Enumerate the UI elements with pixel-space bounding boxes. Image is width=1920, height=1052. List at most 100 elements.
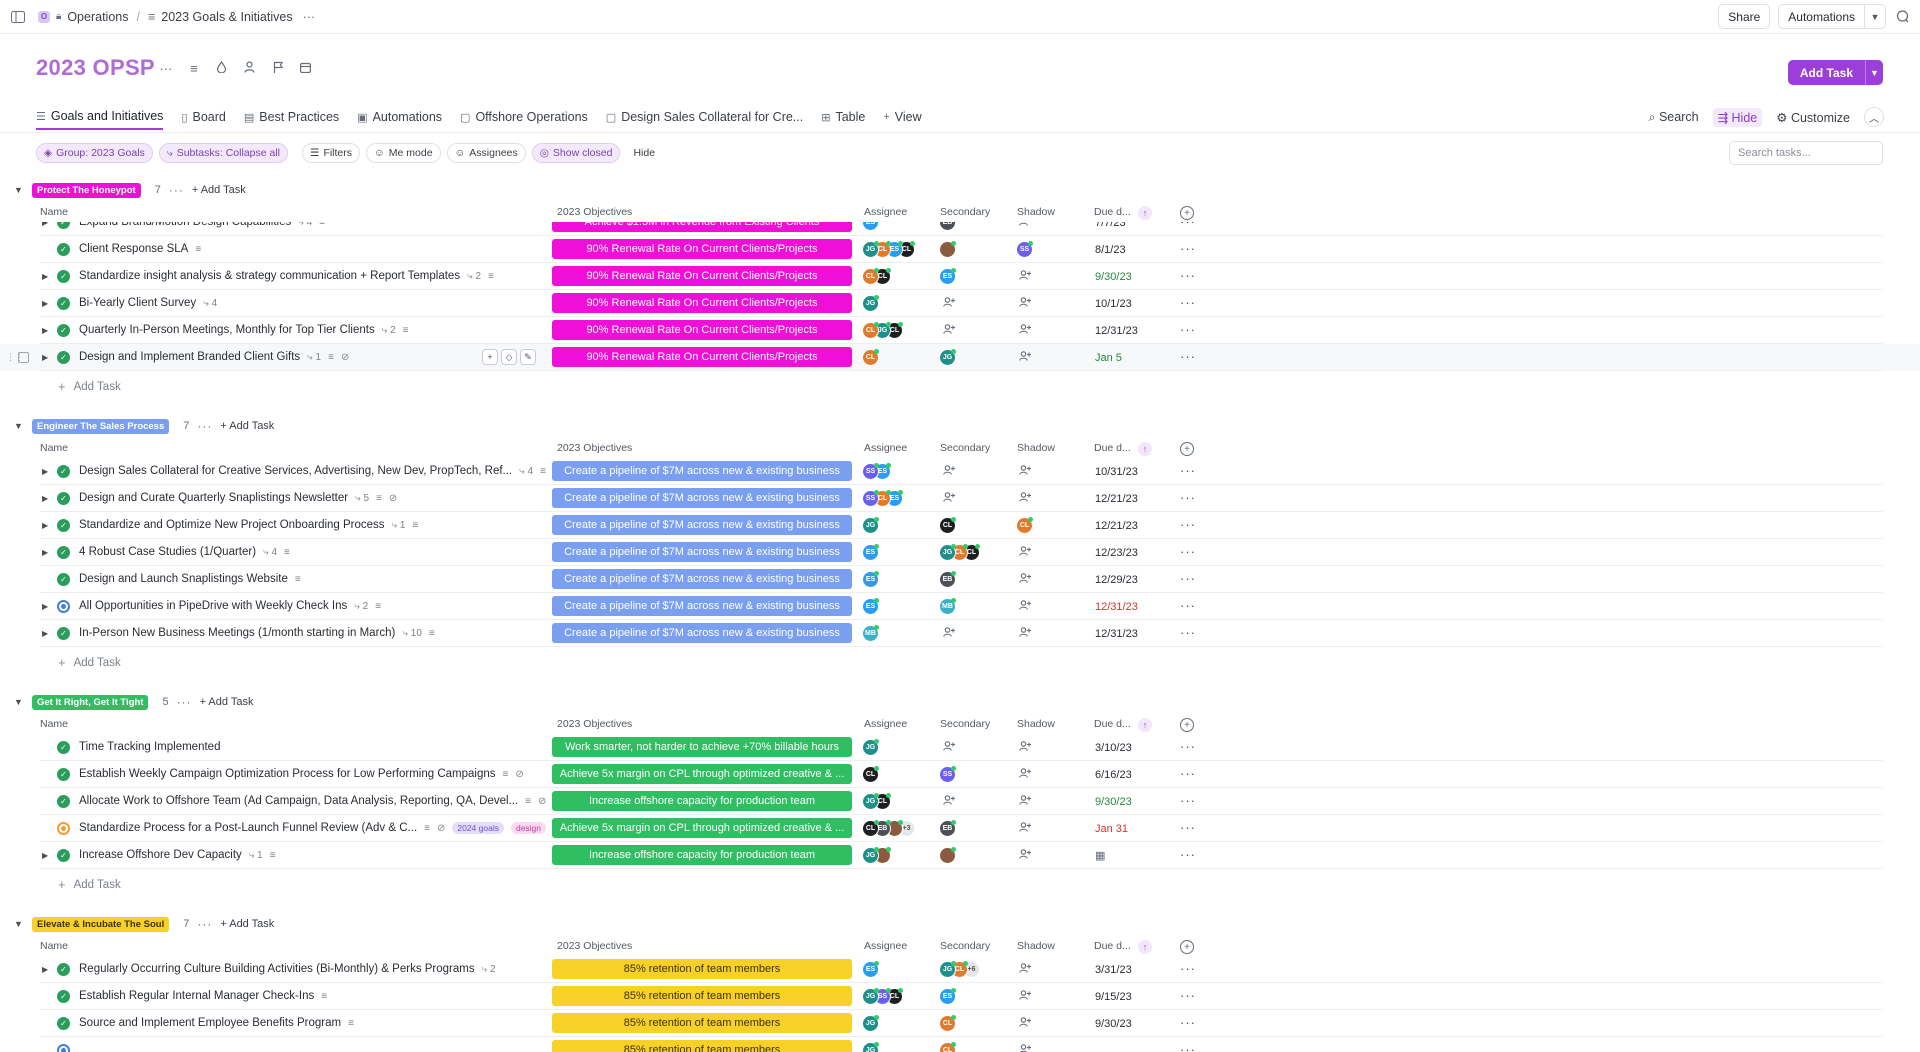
tag-2024-goals[interactable]: 2024 goals: [452, 822, 504, 834]
assignees-button[interactable]: ☺ Assignees: [446, 143, 526, 163]
add-person-icon[interactable]: [1019, 222, 1031, 229]
task-name[interactable]: In-Person New Business Meetings (1/month…: [79, 627, 435, 639]
status-icon[interactable]: [57, 1044, 70, 1052]
avatar[interactable]: CL: [939, 517, 956, 534]
task-title[interactable]: Establish Weekly Campaign Optimization P…: [79, 768, 496, 780]
objective-pill[interactable]: 90% Renewal Rate On Current Clients/Proj…: [552, 293, 852, 313]
sort-arrow-icon[interactable]: ↑: [1138, 940, 1152, 954]
expand-icon[interactable]: ▶: [42, 629, 49, 638]
objective-pill[interactable]: Increase offshore capacity for productio…: [552, 845, 852, 865]
table-row[interactable]: 85% retention of team members JG CL ···: [0, 1037, 1920, 1052]
avatar[interactable]: JG: [862, 847, 879, 864]
more-icon[interactable]: ···: [1180, 739, 1196, 754]
task-title[interactable]: Design and Launch Snaplistings Website: [79, 573, 288, 585]
task-name[interactable]: Client Response SLA ≡: [79, 243, 201, 255]
due-date[interactable]: 12/31/23: [1095, 628, 1138, 640]
objective-pill[interactable]: Achieve 5x margin on CPL through optimiz…: [552, 818, 852, 838]
avatar[interactable]: EB: [939, 222, 956, 231]
avatar[interactable]: ES: [862, 222, 879, 231]
avatar[interactable]: ES: [862, 544, 879, 561]
calendar-icon[interactable]: [299, 61, 313, 76]
status-icon[interactable]: ✓: [57, 297, 70, 310]
add-person-icon[interactable]: [1019, 546, 1031, 559]
add-task-row[interactable]: + Add Task: [58, 877, 121, 892]
group-add-task-button[interactable]: + Add Task: [191, 184, 246, 196]
add-person-icon[interactable]: [943, 795, 955, 808]
objective-pill[interactable]: Create a pipeline of $7M across new & ex…: [552, 515, 852, 535]
add-column-icon[interactable]: +: [1180, 442, 1194, 456]
objective-pill[interactable]: 90% Renewal Rate On Current Clients/Proj…: [552, 347, 852, 367]
due-date[interactable]: 9/30/23: [1095, 1018, 1132, 1030]
task-name[interactable]: Expand Brand/Motion Design Capabilities ⤷…: [79, 222, 325, 228]
table-row[interactable]: ✓ Establish Weekly Campaign Optimization …: [0, 761, 1920, 788]
column-shadow[interactable]: Shadow: [1017, 442, 1055, 454]
add-person-icon[interactable]: [1019, 768, 1031, 781]
due-date[interactable]: 9/15/23: [1095, 991, 1132, 1003]
task-name[interactable]: Regularly Occurring Culture Building Act…: [79, 963, 496, 975]
expand-icon[interactable]: ▶: [42, 299, 49, 308]
subtask-count[interactable]: ⤷ 2: [354, 600, 369, 612]
due-date[interactable]: 9/30/23: [1095, 271, 1132, 283]
expand-icon[interactable]: ▶: [42, 851, 49, 860]
caret-down-icon[interactable]: ▼: [14, 185, 23, 195]
subtask-count[interactable]: ⤷ 4: [203, 297, 218, 309]
task-title[interactable]: Establish Regular Internal Manager Check…: [79, 990, 315, 1002]
table-row[interactable]: ⋮⋮ ▶ ✓ Design and Implement Branded Client …: [0, 344, 1920, 371]
subtask-count[interactable]: ⤷ 1: [307, 351, 322, 363]
more-icon[interactable]: ···: [1180, 1042, 1196, 1052]
add-task-label[interactable]: Add Task: [1799, 65, 1853, 80]
status-icon[interactable]: ✓: [57, 990, 70, 1003]
table-row[interactable]: ✓ Allocate Work to Offshore Team (Ad Camp…: [0, 788, 1920, 815]
group-badge[interactable]: Engineer The Sales Process: [32, 418, 170, 434]
objective-pill[interactable]: Create a pipeline of $7M across new & ex…: [552, 488, 852, 508]
objective-pill[interactable]: Achieve $1.5M in Revenue from Existing C…: [552, 222, 852, 232]
avatar[interactable]: EB: [939, 571, 956, 588]
status-icon[interactable]: ✓: [57, 768, 70, 781]
objective-pill[interactable]: 85% retention of team members: [552, 1040, 852, 1052]
status-icon[interactable]: ✓: [57, 741, 70, 754]
table-row[interactable]: Standardize Process for a Post-Launch Fu…: [0, 815, 1920, 842]
person-icon[interactable]: [243, 60, 257, 76]
column-due-date[interactable]: Due d...: [1094, 940, 1131, 952]
add-person-icon[interactable]: [1019, 351, 1031, 364]
add-person-icon[interactable]: [1019, 492, 1031, 505]
more-icon[interactable]: ···: [1180, 820, 1196, 835]
objective-pill[interactable]: Create a pipeline of $7M across new & ex…: [552, 623, 852, 643]
add-column-icon[interactable]: +: [1180, 206, 1194, 220]
subtask-count[interactable]: ⤷ 4: [263, 546, 278, 558]
status-icon[interactable]: ✓: [57, 795, 70, 808]
table-row[interactable]: ▶ ✓ Increase Offshore Dev Capacity ⤷ 1 ≡ Incr…: [0, 842, 1920, 869]
more-icon[interactable]: ···: [1180, 295, 1196, 310]
me-mode-button[interactable]: ☺ Me mode: [366, 143, 441, 163]
due-date[interactable]: 12/31/23: [1095, 325, 1138, 337]
color-drop-icon[interactable]: [215, 60, 229, 76]
show-closed-chip[interactable]: ◎ Show closed: [531, 143, 621, 163]
avatar[interactable]: CL: [862, 322, 879, 339]
task-title[interactable]: Design Sales Collateral for Creative Ser…: [79, 465, 513, 477]
subtask-count[interactable]: ⤷ 5: [355, 492, 370, 504]
avatar[interactable]: [939, 847, 956, 864]
more-icon[interactable]: ···: [302, 9, 316, 24]
more-icon[interactable]: ···: [1180, 517, 1196, 532]
table-row[interactable]: ✓ Client Response SLA ≡ 90% Renewal Rate On…: [0, 236, 1920, 263]
add-person-icon[interactable]: [1019, 849, 1031, 862]
avatar[interactable]: CL: [939, 1015, 956, 1032]
more-icon[interactable]: ···: [197, 917, 213, 931]
task-name[interactable]: Bi-Yearly Client Survey ⤷ 4: [79, 297, 217, 309]
expand-icon[interactable]: ▶: [42, 222, 49, 227]
add-person-icon[interactable]: [1019, 324, 1031, 337]
task-title[interactable]: Quarterly In-Person Meetings, Monthly fo…: [79, 324, 375, 336]
avatar[interactable]: [939, 241, 956, 258]
add-person-icon[interactable]: [1019, 963, 1031, 976]
column-shadow[interactable]: Shadow: [1017, 718, 1055, 730]
due-date[interactable]: 12/21/23: [1095, 520, 1138, 532]
due-date[interactable]: 9/30/23: [1095, 796, 1132, 808]
description-icon[interactable]: ≡: [190, 60, 198, 76]
table-row[interactable]: ▶ ✓ Design Sales Collateral for Creative S…: [0, 458, 1920, 485]
objective-pill[interactable]: 85% retention of team members: [552, 959, 852, 979]
hide-filters-button[interactable]: Hide: [626, 143, 663, 163]
column-secondary[interactable]: Secondary: [940, 206, 991, 218]
chat-icon[interactable]: [1894, 9, 1910, 25]
sort-arrow-icon[interactable]: ↑: [1138, 206, 1152, 220]
expand-icon[interactable]: ▶: [42, 353, 49, 362]
